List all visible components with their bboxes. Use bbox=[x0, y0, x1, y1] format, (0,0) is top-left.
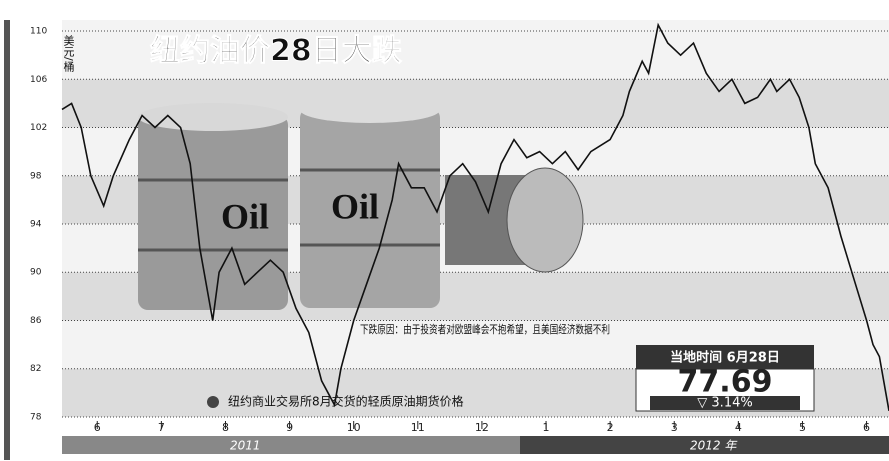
y-tick-label: 78 bbox=[30, 412, 42, 422]
price-line bbox=[61, 22, 889, 412]
year-label: 2012 年 bbox=[690, 439, 738, 453]
x-tick-label: 11 bbox=[411, 421, 425, 434]
x-tick-label: 2 bbox=[607, 421, 614, 434]
x-tick-label: 10 bbox=[347, 421, 361, 434]
year-band bbox=[520, 436, 889, 454]
barrel-label: Oil bbox=[221, 196, 269, 236]
barrel-top bbox=[300, 97, 440, 123]
barrel bbox=[300, 108, 440, 308]
x-tick-label: 1 bbox=[543, 421, 550, 434]
y-tick-label: 86 bbox=[30, 316, 42, 326]
barrel bbox=[138, 115, 288, 310]
box-header: 当地时间 6月28日 bbox=[670, 350, 780, 366]
series bbox=[61, 22, 889, 412]
x-tick-label: 12 bbox=[475, 421, 489, 434]
y-tick-label: 94 bbox=[30, 220, 42, 230]
barrel-end bbox=[506, 167, 584, 273]
x-tick-label: 8 bbox=[222, 421, 229, 434]
y-tick-label: 102 bbox=[30, 123, 47, 133]
year-band bbox=[62, 436, 520, 454]
change: ▽ 3.14% bbox=[697, 396, 752, 411]
y-tick-label: 98 bbox=[30, 171, 42, 181]
chart-title: 纽约油价28日大跌 bbox=[150, 34, 402, 69]
x-tick-label: 5 bbox=[799, 421, 806, 434]
x-tick-label: 9 bbox=[286, 421, 293, 434]
side-bar bbox=[4, 20, 10, 460]
change-bg bbox=[650, 396, 800, 410]
barrel-label: Oil bbox=[331, 186, 379, 226]
x-tick-label: 7 bbox=[158, 421, 165, 434]
x-tick-label: 6 bbox=[94, 421, 101, 434]
x-tick-label: 3 bbox=[671, 421, 678, 434]
y-tick-label: 106 bbox=[30, 75, 47, 85]
annotation: 下跌原因：由于投资者对欧盟峰会不抱希望，且美国经济数据不利 bbox=[360, 322, 610, 336]
x-tick-label: 6 bbox=[863, 421, 870, 434]
legend-marker bbox=[207, 396, 219, 408]
legend-label: 纽约商业交易所8月交货的轻质原油期货价格 bbox=[228, 394, 464, 409]
y-tick-label: 82 bbox=[30, 364, 41, 374]
box-header-bg bbox=[636, 345, 814, 369]
x-tick-label: 4 bbox=[735, 421, 742, 434]
year-label: 2011 bbox=[230, 439, 261, 453]
latest-value: 77.69 bbox=[678, 365, 773, 400]
y-axis-label: 美元/桶 bbox=[62, 35, 75, 73]
y-tick-label: 90 bbox=[30, 268, 42, 278]
y-tick-label: 110 bbox=[30, 27, 47, 37]
barrels: Oil Oil bbox=[138, 97, 584, 310]
barrel-top bbox=[138, 103, 288, 131]
